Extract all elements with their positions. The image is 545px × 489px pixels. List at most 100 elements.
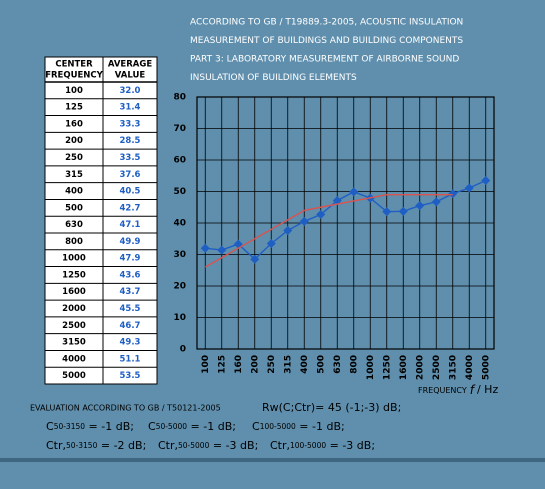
data-point — [299, 216, 309, 226]
x-tick-label: 100 — [201, 355, 211, 374]
y-tick-label: 80 — [173, 93, 186, 103]
term-sub: 50-5000 — [156, 422, 188, 431]
x-tick-label: 5000 — [481, 355, 491, 380]
term-text: = -1 dB; — [85, 420, 134, 433]
x-tick-label: 4000 — [465, 355, 475, 380]
table-value: 46.7 — [120, 321, 141, 331]
data-point — [481, 175, 491, 185]
evaluation-term: Ctr,100-5000 = -3 dB; — [270, 439, 375, 452]
table-frequency: 500 — [65, 203, 83, 213]
x-tick-label: 2500 — [432, 355, 442, 380]
term-sub: 50-5000 — [178, 441, 210, 450]
y-tick-label: 40 — [173, 219, 186, 229]
table-value: 43.7 — [120, 287, 141, 297]
data-point — [250, 254, 260, 264]
table-frequency: 315 — [65, 170, 83, 180]
data-point — [448, 189, 458, 199]
table-header: CENTER — [55, 60, 93, 70]
table-header: FREQUENCY — [45, 71, 103, 81]
table-value: 47.9 — [120, 254, 141, 264]
evaluation-term: Ctr,50-3150 = -2 dB; — [46, 439, 146, 452]
table-value: 53.5 — [120, 371, 141, 381]
table-value: 51.1 — [120, 354, 141, 364]
series-line — [204, 193, 453, 268]
y-tick-label: 10 — [173, 313, 186, 323]
table-frequency: 800 — [65, 237, 83, 247]
evaluation-title: EVALUATION ACCORDING TO GB / T50121-2005 — [30, 404, 221, 413]
x-tick-label: 250 — [267, 355, 277, 374]
term-text: = -2 dB; — [97, 439, 146, 452]
table-header: AVERAGE — [108, 60, 152, 70]
y-tick-label: 0 — [180, 345, 186, 355]
data-point — [316, 209, 326, 219]
table-frequency: 1000 — [62, 254, 86, 264]
table-frequency: 1250 — [62, 270, 86, 280]
table-frequency: 2500 — [62, 321, 86, 331]
x-label-unit: / Hz — [477, 383, 498, 396]
x-label-name: FREQUENCY — [418, 386, 467, 395]
evaluation-term: C50-5000 = -1 dB; — [148, 420, 236, 433]
x-tick-label: 630 — [333, 355, 343, 374]
term-text: = -3 dB; — [209, 439, 258, 452]
y-tick-label: 70 — [173, 124, 186, 134]
data-point — [431, 197, 441, 207]
table-frequency: 125 — [65, 103, 83, 113]
x-tick-label: 1000 — [366, 355, 376, 380]
x-tick-label: 1600 — [399, 355, 409, 380]
table-value: 33.3 — [120, 119, 141, 129]
table-frequency: 3150 — [62, 338, 86, 348]
term-sub: 50-3150 — [66, 441, 98, 450]
x-tick-label: 3150 — [448, 355, 458, 380]
x-tick-label: 500 — [316, 355, 326, 374]
x-axis-label: FREQUENCY f / Hz — [418, 383, 498, 397]
data-point — [217, 245, 227, 255]
data-point — [382, 207, 392, 217]
table-value: 45.5 — [120, 304, 141, 314]
x-tick-label: 125 — [217, 355, 227, 374]
term-text: = -1 dB; — [187, 420, 236, 433]
table-value: 32.0 — [120, 86, 141, 96]
header-line: MEASUREMENT OF BUILDINGS AND BUILDING CO… — [190, 36, 463, 46]
data-point — [415, 201, 425, 211]
table-value: 47.1 — [120, 220, 141, 230]
table-value: 40.5 — [120, 187, 141, 197]
term-symbol: Ctr, — [46, 439, 66, 452]
x-tick-label: 160 — [234, 355, 244, 374]
evaluation-result: Rw(C;Ctr)= 45 (-1;-3) dB; — [262, 401, 401, 414]
x-label-symbol: f — [470, 383, 476, 397]
evaluation-term: C100-5000 = -1 dB; — [252, 420, 345, 433]
table-frequency: 4000 — [62, 354, 86, 364]
table-frequency: 1600 — [62, 287, 86, 297]
x-tick-label: 400 — [300, 355, 310, 374]
y-tick-label: 50 — [173, 187, 186, 197]
y-tick-label: 60 — [173, 156, 186, 166]
x-tick-label: 2000 — [415, 355, 425, 380]
series-line — [205, 179, 487, 261]
evaluation-term: C50-3150 = -1 dB; — [46, 420, 134, 433]
term-sub: 50-3150 — [54, 422, 86, 431]
data-point — [200, 243, 210, 253]
table-value: 37.6 — [120, 170, 141, 180]
table-value: 43.6 — [120, 270, 141, 280]
header-line: ACCORDING TO GB / T19889.3-2005, ACOUSTI… — [190, 18, 463, 28]
table-frequency: 250 — [65, 153, 83, 163]
bottom-bar — [0, 458, 545, 462]
data-point — [266, 238, 276, 248]
term-symbol: C — [148, 420, 156, 433]
y-tick-label: 30 — [173, 250, 186, 260]
table-header: VALUE — [115, 71, 146, 81]
x-tick-label: 800 — [349, 355, 359, 374]
x-tick-label: 315 — [283, 355, 293, 374]
table-value: 49.3 — [120, 338, 141, 348]
table-frequency: 2000 — [62, 304, 86, 314]
x-tick-label: 1250 — [382, 355, 392, 380]
term-symbol: C — [252, 420, 260, 433]
table-frequency: 400 — [65, 187, 83, 197]
term-text: = -1 dB; — [296, 420, 345, 433]
term-sub: 100-5000 — [290, 441, 326, 450]
header-line: INSULATION OF BUILDING ELEMENTS — [190, 73, 357, 83]
data-point — [349, 187, 359, 197]
table — [44, 56, 158, 385]
y-tick-label: 20 — [173, 282, 186, 292]
